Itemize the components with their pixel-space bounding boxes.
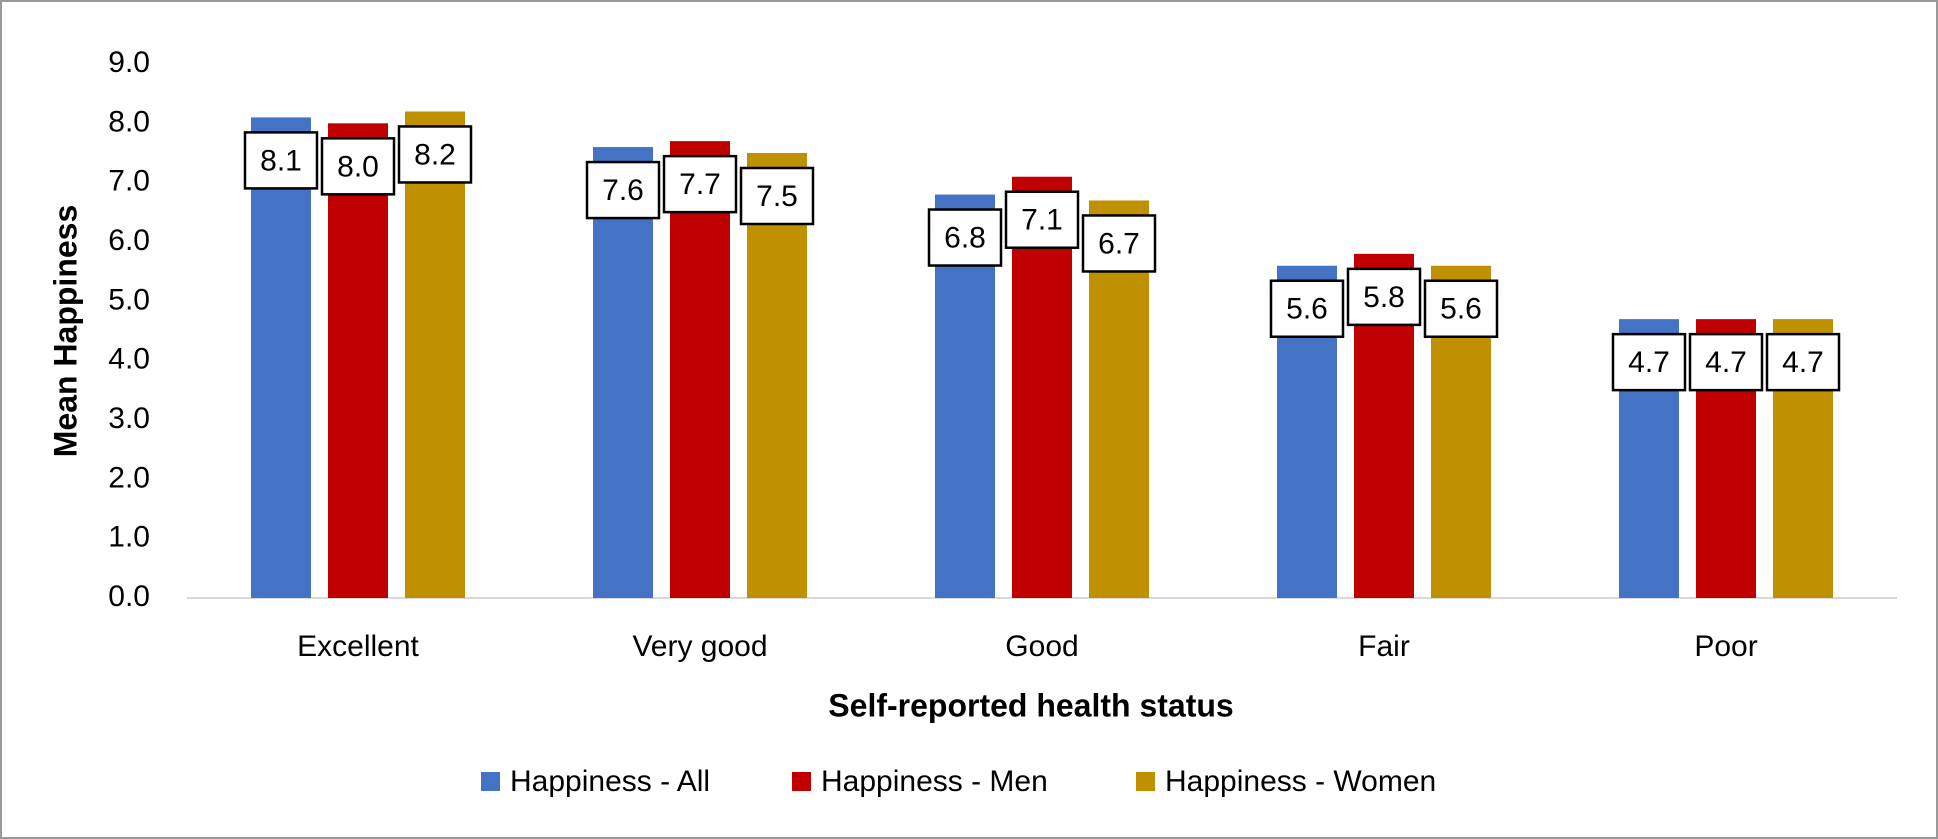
data-label: 4.7 bbox=[1628, 346, 1670, 379]
data-label: 6.7 bbox=[1098, 227, 1140, 260]
bar bbox=[405, 111, 465, 598]
y-tick-label: 1.0 bbox=[108, 521, 150, 554]
x-axis-title: Self-reported health status bbox=[828, 687, 1233, 723]
bar bbox=[747, 153, 807, 598]
data-label: 7.6 bbox=[602, 174, 644, 207]
data-label: 4.7 bbox=[1782, 346, 1824, 379]
x-tick-label: Excellent bbox=[297, 630, 419, 663]
data-label: 7.7 bbox=[679, 168, 721, 201]
data-label-box bbox=[585, 160, 661, 220]
data-label-box bbox=[662, 154, 738, 214]
data-label-box bbox=[1004, 190, 1080, 249]
y-tick-label: 3.0 bbox=[108, 402, 150, 435]
data-label: 6.8 bbox=[944, 221, 986, 254]
data-label: 8.1 bbox=[260, 144, 302, 177]
legend-label: Happiness - All bbox=[510, 765, 710, 798]
data-label: 7.1 bbox=[1021, 204, 1063, 237]
x-tick-label: Fair bbox=[1358, 630, 1410, 663]
data-label-box bbox=[397, 125, 473, 184]
data-label: 5.6 bbox=[1286, 293, 1328, 326]
data-label: 8.0 bbox=[337, 150, 379, 183]
data-label: 5.6 bbox=[1440, 293, 1482, 326]
y-tick-label: 6.0 bbox=[108, 224, 150, 257]
legend-swatch bbox=[481, 772, 500, 791]
legend-label: Happiness - Women bbox=[1165, 765, 1436, 798]
data-label-box bbox=[320, 137, 396, 196]
data-label-box bbox=[1269, 279, 1345, 338]
bar bbox=[328, 123, 388, 598]
y-tick-label: 5.0 bbox=[108, 283, 150, 316]
legend-swatch bbox=[792, 772, 811, 791]
data-label-box bbox=[1611, 332, 1687, 392]
bar bbox=[670, 141, 730, 598]
data-label-box bbox=[1346, 267, 1422, 327]
y-tick-label: 4.0 bbox=[108, 343, 150, 376]
x-tick-label: Very good bbox=[632, 630, 767, 663]
y-tick-label: 0.0 bbox=[108, 580, 150, 613]
data-label: 5.8 bbox=[1363, 281, 1405, 314]
bar bbox=[251, 117, 311, 599]
bar bbox=[593, 147, 653, 599]
data-label: 7.5 bbox=[756, 180, 798, 213]
y-tick-label: 9.0 bbox=[108, 46, 150, 79]
y-axis-title: Mean Happiness bbox=[47, 205, 83, 458]
data-label-box bbox=[1765, 332, 1841, 392]
x-tick-label: Good bbox=[1005, 630, 1078, 663]
y-tick-label: 8.0 bbox=[108, 105, 150, 138]
data-label-box bbox=[243, 131, 319, 190]
data-label-box bbox=[1081, 214, 1157, 273]
legend-label: Happiness - Men bbox=[821, 765, 1048, 798]
x-tick-label: Poor bbox=[1694, 630, 1757, 663]
y-tick-label: 2.0 bbox=[108, 461, 150, 494]
data-label: 4.7 bbox=[1705, 346, 1747, 379]
data-label-box bbox=[1423, 279, 1499, 338]
legend-swatch bbox=[1136, 772, 1155, 791]
data-label-box bbox=[1688, 332, 1764, 392]
data-label: 8.2 bbox=[414, 138, 456, 171]
data-label-box bbox=[927, 208, 1003, 267]
y-tick-label: 7.0 bbox=[108, 165, 150, 198]
data-label-box bbox=[739, 166, 815, 226]
